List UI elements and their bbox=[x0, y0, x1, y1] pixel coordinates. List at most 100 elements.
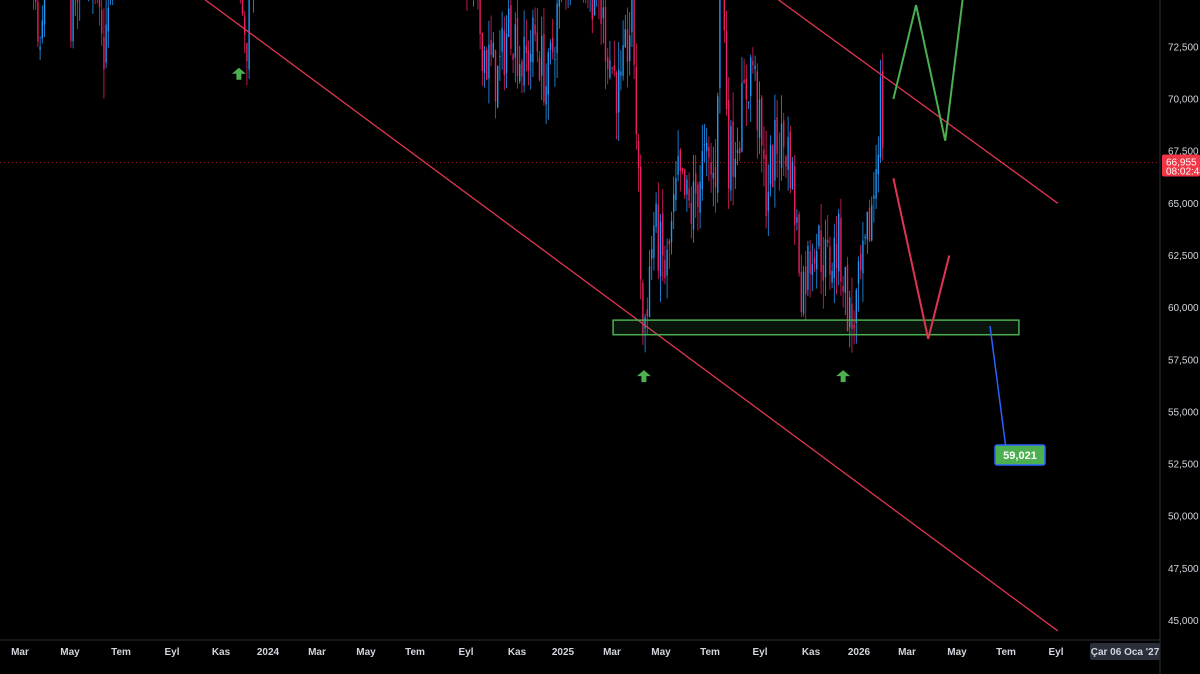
candle-body bbox=[543, 33, 545, 102]
candle-body bbox=[778, 161, 781, 163]
candle-body bbox=[640, 166, 642, 280]
candle-body bbox=[796, 216, 798, 223]
candle-body bbox=[688, 188, 690, 201]
price-tick-label: 47,500 bbox=[1168, 564, 1199, 575]
candle-body bbox=[554, 59, 556, 61]
candle-body bbox=[717, 96, 719, 193]
candle-body bbox=[76, 0, 79, 3]
candle-body bbox=[525, 45, 528, 53]
price-tag-label: 66,955 bbox=[1166, 158, 1197, 169]
candle-body bbox=[70, 0, 72, 42]
candle-body bbox=[774, 119, 776, 181]
candle-body bbox=[607, 57, 609, 69]
candle-body bbox=[673, 194, 675, 212]
support-zone-box[interactable] bbox=[612, 319, 1020, 336]
candle-body bbox=[681, 167, 684, 171]
callout-box[interactable] bbox=[994, 444, 1046, 466]
candle-body bbox=[653, 225, 655, 258]
candle-body bbox=[611, 67, 613, 69]
candle-body bbox=[862, 240, 864, 274]
candle-body bbox=[816, 251, 818, 270]
time-tick-label: Kas bbox=[508, 647, 527, 658]
price-axis[interactable]: 45,000 47,500 50,000 52,500 55,000 57,500 60,0… bbox=[1147, 0, 1200, 627]
candle-body bbox=[739, 147, 741, 154]
time-tick-label: Mar bbox=[898, 647, 916, 658]
bullish-projection-path[interactable] bbox=[892, 0, 1015, 141]
channel-bottom-trendline[interactable] bbox=[170, 0, 1059, 632]
candle-body bbox=[827, 239, 829, 243]
candle-body bbox=[600, 0, 602, 25]
candle-body bbox=[43, 0, 46, 25]
candle-body bbox=[791, 161, 794, 190]
candle-body bbox=[675, 178, 677, 201]
candle-body bbox=[800, 272, 803, 312]
candle-body bbox=[785, 156, 787, 167]
candle-body bbox=[657, 204, 660, 271]
arrow-markers bbox=[231, 67, 851, 383]
candle-body bbox=[508, 8, 510, 37]
candle-body bbox=[824, 239, 827, 278]
candle-body bbox=[697, 184, 699, 208]
candle-body bbox=[618, 69, 620, 113]
candle-body bbox=[648, 266, 651, 318]
bearish-projection-path[interactable] bbox=[892, 178, 951, 340]
candle-body bbox=[107, 7, 110, 32]
time-tick-label: Eyl bbox=[164, 647, 179, 658]
price-tick-label: 52,500 bbox=[1168, 460, 1199, 471]
candle-body bbox=[655, 203, 657, 227]
candle-body bbox=[732, 121, 734, 177]
candle-body bbox=[486, 49, 488, 80]
support-arrow-up-icon bbox=[836, 370, 851, 383]
candle-body bbox=[822, 264, 825, 281]
candle-body bbox=[105, 24, 107, 63]
time-tick-label: Kas bbox=[212, 647, 231, 658]
candle-body bbox=[545, 85, 547, 105]
candle-body bbox=[488, 44, 490, 79]
time-tick-label: 2026 bbox=[848, 647, 871, 658]
candle-body bbox=[659, 221, 662, 277]
candle-body bbox=[741, 82, 743, 152]
candle-body bbox=[805, 266, 807, 295]
countdown-label: 08:02:44 bbox=[1166, 167, 1200, 178]
candle-body bbox=[857, 261, 860, 284]
drawings-layer[interactable]: 59,021 bbox=[145, 0, 1160, 632]
time-axis[interactable]: Mar May Tem Eyl Kas 2024 Mar May Tem Eyl Kas 2025 Ma… bbox=[11, 643, 1160, 660]
price-tick-label: 55,000 bbox=[1168, 407, 1199, 418]
candle-body bbox=[853, 324, 855, 329]
candle-body bbox=[246, 42, 248, 62]
candle-body bbox=[758, 99, 761, 138]
price-tick-label: 67,500 bbox=[1168, 147, 1199, 158]
candle-body bbox=[492, 42, 495, 58]
candle-body bbox=[864, 236, 866, 239]
candle-body bbox=[829, 246, 831, 275]
candle-body bbox=[809, 251, 811, 274]
candle-body bbox=[631, 0, 633, 33]
crosshair-date-bg bbox=[1090, 643, 1160, 660]
candle-body bbox=[875, 169, 877, 199]
grid-lines bbox=[0, 0, 1161, 674]
candle-body bbox=[840, 218, 842, 282]
candle-body bbox=[536, 32, 539, 52]
candle-body bbox=[723, 0, 726, 31]
candle-body bbox=[629, 35, 631, 62]
candle-body bbox=[505, 33, 508, 74]
candle-body bbox=[750, 57, 752, 96]
time-tick-label: May bbox=[651, 647, 671, 658]
candle-body bbox=[613, 65, 616, 71]
candle-body bbox=[754, 65, 756, 70]
candle-body bbox=[838, 213, 840, 272]
candle-body bbox=[761, 97, 763, 146]
candle-body bbox=[651, 249, 653, 259]
channel-top-trendline[interactable] bbox=[170, 0, 1059, 204]
candle-body bbox=[794, 166, 796, 225]
time-tick-label: May bbox=[947, 647, 967, 658]
candle-body bbox=[866, 211, 869, 240]
candle-body bbox=[497, 65, 499, 108]
candle-body bbox=[802, 271, 805, 314]
time-tick-label: May bbox=[60, 647, 80, 658]
candle-body bbox=[593, 0, 596, 16]
candle-body bbox=[633, 0, 635, 65]
